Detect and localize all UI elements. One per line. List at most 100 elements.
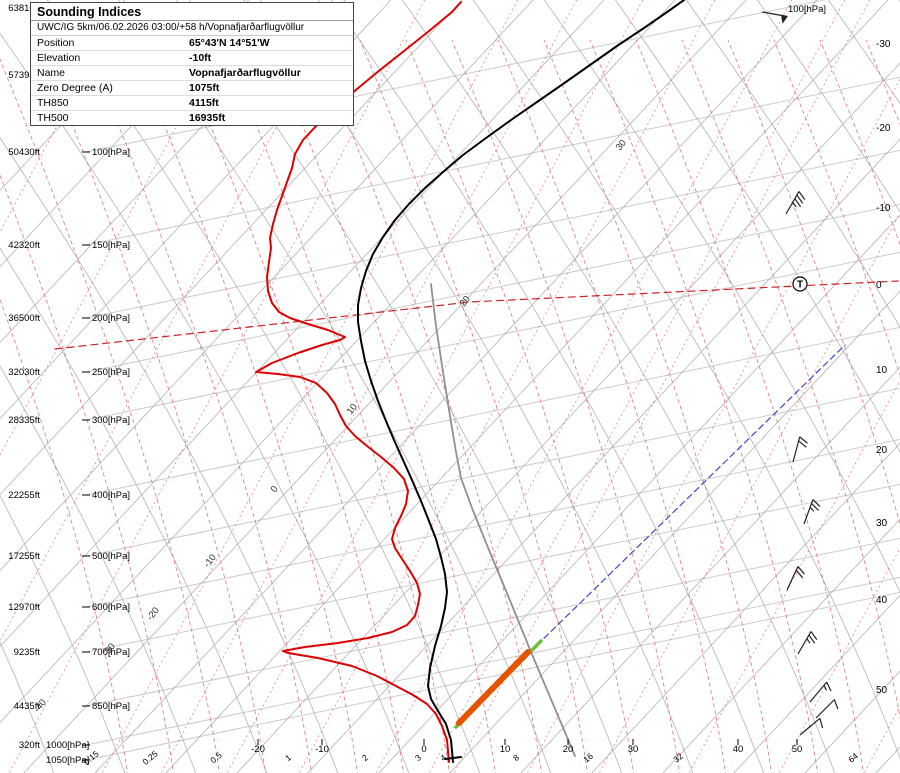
- isotherm-line: [236, 62, 900, 773]
- dry-adiabat-line: [685, 0, 900, 328]
- isotherm-line: [0, 0, 179, 192]
- mixing-ratio-line: [428, 0, 846, 773]
- wind-barb-staff: [792, 436, 801, 463]
- mixing-ratio-line: [298, 0, 716, 773]
- temperature-label-right: 0: [876, 280, 882, 291]
- isotherm-line: [0, 0, 676, 724]
- temperature-label-right: 20: [876, 445, 888, 456]
- pressure-label-right: 100[hPa]: [788, 4, 826, 15]
- mixing-ratio-line: [863, 705, 900, 773]
- temperature-label-bottom: 10: [500, 744, 511, 755]
- pressure-label: 150[hPa]: [92, 240, 130, 251]
- temperature-label-bottom: 30: [628, 744, 639, 755]
- indices-row-value: -10ft: [189, 52, 212, 64]
- indices-row: Name Vopnafjarðarflugvöllur: [31, 66, 353, 81]
- isoline-label: 30: [614, 138, 629, 153]
- wind-barb-tick: [810, 631, 818, 640]
- temperature-label-bottom: -20: [251, 744, 265, 755]
- isobar-line: [85, 438, 900, 608]
- isoline-label: 0: [269, 484, 281, 495]
- altitude-label: 320ft: [19, 740, 40, 751]
- mixing-ratio-label: 16: [581, 751, 595, 765]
- altitude-label: 63810ft: [8, 3, 40, 14]
- wind-barb-tick: [797, 566, 805, 575]
- dry-adiabat-line: [898, 0, 900, 2]
- altitude-label: 9235ft: [14, 647, 41, 658]
- isobar-line: [85, 326, 900, 496]
- mixing-ratio-line: [101, 0, 519, 773]
- highlight-segment-orange: [456, 649, 531, 726]
- dry-adiabat-line: [0, 137, 339, 773]
- wind-barb-tick: [798, 191, 806, 200]
- wind-barb-tick: [833, 699, 839, 710]
- dry-adiabat-line: [472, 0, 900, 759]
- dry-adiabat-line: [0, 494, 126, 773]
- temperature-label-bottom: -10: [315, 744, 329, 755]
- isotherm-line: [94, 0, 818, 773]
- mixing-ratio-label: 4: [438, 752, 448, 763]
- wind-barb-tick: [798, 440, 807, 448]
- altitude-label: 50430ft: [8, 147, 40, 158]
- pressure-label: 100[hPa]: [92, 147, 130, 158]
- indices-row: Elevation -10ft: [31, 51, 353, 66]
- isotherm-line: [0, 0, 463, 496]
- indices-row-label: Position: [37, 37, 75, 49]
- moist-adiabat-line: [865, 39, 900, 126]
- isotherm-line: [804, 670, 900, 773]
- isobar-line: [85, 76, 900, 246]
- isotherm-line: [591, 442, 900, 773]
- isotherm-line: [0, 0, 392, 420]
- altitude-label: 36500ft: [8, 313, 40, 324]
- temperature-label-right: 40: [876, 595, 888, 606]
- mixing-ratio-label: 0.15: [82, 748, 101, 766]
- temperature-curve: [357, 0, 685, 763]
- altitude-label: 12970ft: [8, 602, 40, 613]
- mixing-ratio-label: 0.25: [141, 748, 160, 766]
- isobar-line: [85, 591, 900, 761]
- isotherm-line: [378, 214, 900, 773]
- wind-barb-staff: [799, 717, 821, 736]
- isobar-line: [85, 149, 900, 319]
- wind-barb-tick: [808, 634, 816, 644]
- indices-row-value: 16935ft: [189, 112, 226, 124]
- isoline-label: -20: [145, 605, 162, 623]
- wind-barb-staff: [809, 681, 828, 703]
- altitude-label: 32030ft: [8, 367, 40, 378]
- wind-barb-staff: [815, 699, 835, 719]
- indices-rows: Position 65°43'N 14°51'W Elevation -10ft Nam…: [31, 36, 353, 125]
- indices-row-label: TH850: [37, 97, 69, 109]
- panel-subtitle: UWC/IG 5km/06.02.2026 03:00/+58 h/Vopnaf…: [31, 21, 353, 36]
- indices-row-value: 65°43'N 14°51'W: [189, 37, 270, 49]
- mixing-ratio-label: 8: [511, 752, 521, 763]
- temperature-label-bottom: 0: [421, 744, 426, 755]
- tropopause-marker-label: T: [797, 280, 803, 291]
- wind-barb-halftick: [792, 201, 797, 208]
- dry-adiabat-line: [330, 0, 765, 773]
- dry-adiabat-line: [756, 0, 900, 213]
- indices-row-value: Vopnafjarðarflugvöllur: [189, 67, 301, 79]
- dry-adiabat-line: [0, 247, 268, 773]
- isotherm-line: [0, 0, 605, 648]
- mixing-ratio-line: [160, 0, 578, 773]
- isoline-label: -40: [32, 697, 49, 715]
- mixing-ratio-label: 1: [283, 752, 293, 763]
- isotherm-line: [449, 290, 900, 773]
- indices-row-value: 4115ft: [189, 97, 219, 109]
- indices-row: Position 65°43'N 14°51'W: [31, 36, 353, 51]
- indices-row-label: TH500: [37, 112, 69, 124]
- temperature-label-bottom: 40: [733, 744, 744, 755]
- altitude-label: 22255ft: [8, 490, 40, 501]
- wind-barb-halftick: [823, 685, 827, 691]
- wind-barb-tick: [799, 436, 808, 444]
- wind-barb-tick: [794, 198, 802, 208]
- isotherm-line: [23, 0, 747, 773]
- dry-adiabat-line: [401, 0, 836, 773]
- mixing-ratio-line: [375, 0, 793, 773]
- indices-row-label: Name: [37, 67, 66, 79]
- pressure-label: 700[hPa]: [92, 647, 130, 658]
- wind-barb-tick: [819, 718, 824, 729]
- temperature-label-bottom: 20: [563, 744, 574, 755]
- parcel-path-line: [430, 283, 576, 757]
- isobar-line: [85, 537, 900, 707]
- dewpoint-curve: [255, 1, 462, 763]
